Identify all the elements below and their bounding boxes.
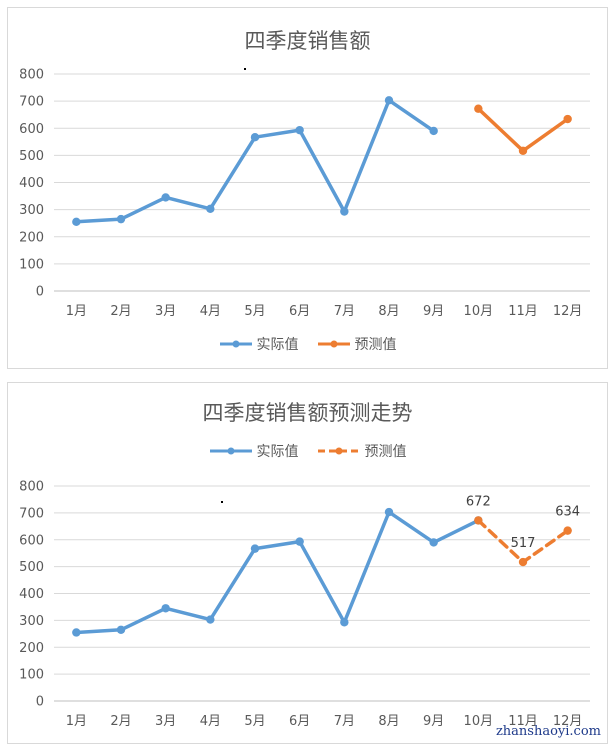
data-point-forecast [518,146,528,155]
x-tick-label: 7月 [334,714,355,729]
y-tick-label: 500 [19,149,44,164]
y-tick-label: 200 [19,641,44,656]
y-tick-label: 300 [19,203,44,218]
legend-label-forecast: 预测值 [354,337,397,353]
data-point-forecast [563,114,572,124]
series-line-actual [74,98,436,224]
x-tick-label: 5月 [244,304,265,319]
legend-label-actual: 实际值 [256,444,299,460]
data-point-actual [429,538,438,547]
legend-label-forecast: 预测值 [364,444,407,460]
y-tick-label: 200 [19,230,44,245]
data-point-forecast [474,516,483,525]
y-tick-label: 500 [19,560,44,575]
data-point-actual [250,133,260,142]
chart-panel-sales-forecast-trend: 0 100 200 300 400 500 600 700 800 1月 2月 3月 4月 5月 6月 7月 8… [7,382,608,744]
data-point-actual [295,537,304,546]
x-tick-label: 2月 [110,304,131,319]
legend-marker-forecast [317,340,350,348]
data-label: 634 [555,505,580,520]
data-point-actual [340,618,349,627]
legend-label-actual: 实际值 [256,337,299,353]
x-tick-label: 11月 [508,304,538,319]
chart-panel-monthly-sales: 0 100 200 300 400 500 600 700 800 1月 2月 3月 4月 5月 6月 7月 8… [7,7,608,369]
series-line-actual [74,510,481,635]
data-point-actual [116,625,126,634]
x-tick-label: 5月 [244,714,265,729]
legend-item-actual: 实际值 [219,334,299,354]
stray-dot [221,501,223,503]
y-tick-label: 700 [19,506,44,521]
chart-plot-area: 0 100 200 300 400 500 600 700 800 1月 2月 3月 4月 5月 6月 7月 8… [19,68,590,319]
data-point-forecast [563,526,572,535]
chart-title: 四季度销售额预测走势 [202,401,413,425]
data-point-actual [340,207,349,216]
legend-item-forecast: 预测值 [317,334,397,354]
x-tick-label: 11月 [508,714,538,729]
x-tick-label: 1月 [66,714,87,729]
data-point-actual [384,507,394,517]
data-label: 672 [466,494,491,509]
data-point-actual [250,544,260,553]
legend-marker-forecast [317,447,360,455]
data-point-actual [295,125,304,135]
y-tick-label: 400 [19,587,44,602]
y-tick-label: 800 [19,480,44,495]
x-tick-label: 12月 [553,714,583,729]
x-tick-label: 4月 [200,714,221,729]
legend-marker-actual [209,447,252,455]
watermark-text: zhanshaoyi.com [495,724,601,739]
x-tick-label: 3月 [155,714,176,729]
x-tick-label: 1月 [66,304,87,319]
chart-title: 四季度销售额 [244,29,371,53]
y-tick-label: 600 [19,533,44,548]
data-point-forecast [474,104,483,113]
y-tick-label: 400 [19,176,44,191]
stray-dot [244,68,246,70]
x-tick-label: 12月 [553,304,583,319]
y-tick-label: 300 [19,614,44,629]
chart-legend: 实际值 预测值 [8,334,607,354]
data-point-actual [206,615,215,624]
series-line-forecast [476,106,570,153]
data-point-actual [429,126,438,136]
legend-item-actual: 实际值 [209,441,299,461]
data-label: 517 [511,536,536,551]
x-tick-label: 8月 [378,304,399,319]
x-tick-label: 8月 [378,714,399,729]
data-point-actual [72,217,81,227]
y-tick-label: 100 [19,257,44,272]
x-tick-label: 9月 [423,304,444,319]
data-point-forecast [518,557,528,567]
data-point-actual [116,214,126,224]
data-point-actual [206,204,215,214]
y-tick-label: 0 [36,285,44,300]
chart-legend: 实际值 预测值 [8,441,607,461]
x-tick-label: 6月 [289,304,310,319]
chart-plot-area: 0 100 200 300 400 500 600 700 800 1月 2月 3月 4月 5月 6月 7月 8… [19,480,590,729]
data-point-actual [161,604,170,613]
y-tick-label: 100 [19,668,44,683]
y-tick-label: 600 [19,122,44,137]
x-tick-label: 3月 [155,304,176,319]
legend-item-forecast: 预测值 [317,441,407,461]
data-point-actual [384,96,394,105]
y-tick-label: 0 [36,695,44,710]
data-point-actual [72,628,81,637]
x-tick-label: 9月 [423,714,444,729]
y-tick-label: 700 [19,95,44,110]
x-tick-label: 10月 [464,304,494,319]
legend-marker-actual [219,340,252,348]
x-tick-label: 10月 [464,714,494,729]
data-point-actual [161,193,170,202]
x-tick-label: 4月 [200,304,221,319]
y-tick-label: 800 [19,68,44,83]
x-tick-label: 6月 [289,714,310,729]
x-tick-label: 7月 [334,304,355,319]
x-tick-label: 2月 [110,714,131,729]
